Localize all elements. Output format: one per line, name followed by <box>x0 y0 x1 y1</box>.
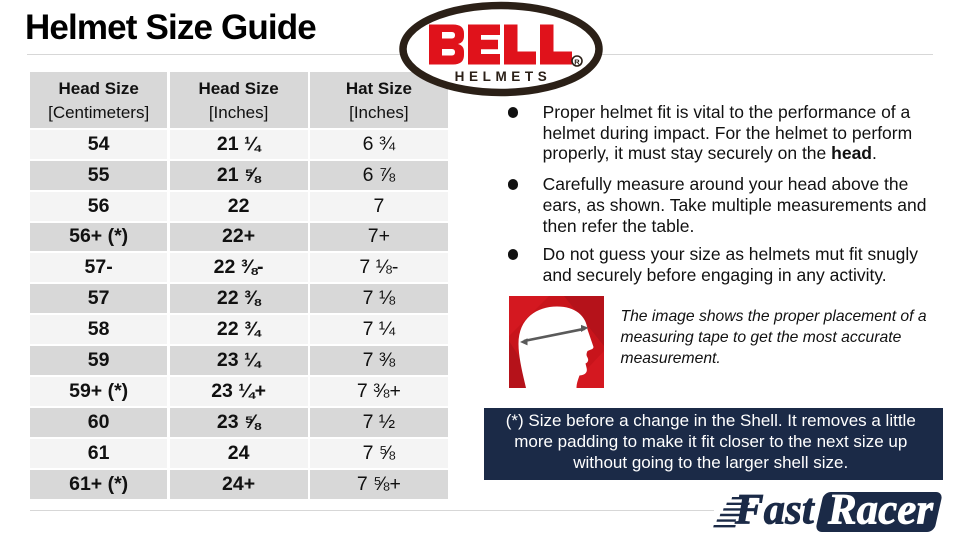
svg-text:Racer: Racer <box>827 487 934 534</box>
svg-text:Fast: Fast <box>734 487 816 534</box>
svg-text:R: R <box>574 58 580 67</box>
svg-text:HELMETS: HELMETS <box>455 69 552 84</box>
